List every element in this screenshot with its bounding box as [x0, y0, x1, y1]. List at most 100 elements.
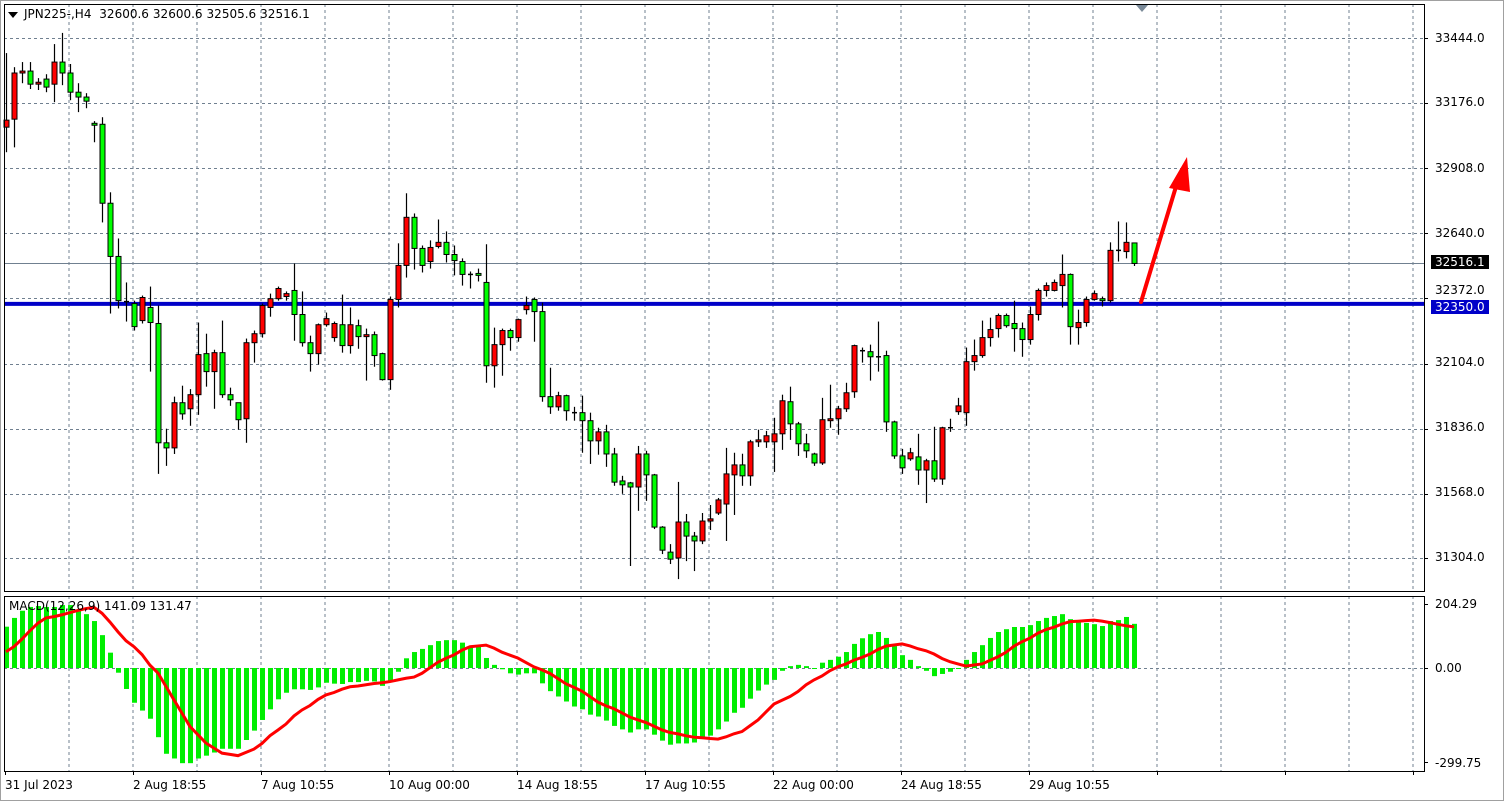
candle	[563, 394, 570, 421]
candle	[1051, 279, 1058, 292]
candle	[891, 420, 898, 459]
candle-body	[419, 247, 426, 266]
candle	[475, 268, 482, 282]
candle	[179, 385, 186, 420]
candle	[595, 427, 602, 455]
chart-header: JPN225-,H4 32600.6 32600.6 32505.6 32516.1	[8, 7, 314, 21]
macd-histogram-bar	[948, 668, 953, 672]
up-arrow-head-icon[interactable]	[1169, 157, 1190, 192]
macd-histogram-bar	[516, 668, 521, 675]
macd-histogram-bar	[828, 659, 833, 669]
dropdown-triangle-icon[interactable]	[8, 11, 18, 18]
macd-histogram-bar	[4, 626, 9, 669]
candle	[899, 448, 906, 474]
candle	[1027, 306, 1034, 345]
macd-histogram-bar	[84, 614, 89, 669]
candle	[35, 78, 42, 91]
macd-histogram-bar	[196, 668, 201, 759]
grid	[4, 4, 1428, 771]
candle	[19, 62, 26, 84]
candle-body	[1131, 242, 1138, 264]
candle	[259, 303, 266, 338]
macd-histogram-bar	[940, 668, 945, 674]
macd-histogram-bar	[172, 668, 177, 759]
macd-name: MACD(12,26,9)	[9, 599, 101, 613]
macd-histogram-bar	[812, 668, 817, 670]
macd-histogram-bar	[500, 668, 505, 670]
ohlc-high: 32600.6	[152, 7, 203, 21]
annotations[interactable]	[1136, 5, 1190, 304]
price-tick: 31568.0	[1435, 485, 1485, 499]
candle-body	[539, 311, 546, 398]
macd-histogram-bar	[972, 652, 977, 669]
candle	[572, 406, 577, 421]
candle-body	[851, 345, 858, 393]
candle	[1083, 296, 1090, 327]
candle-body	[91, 122, 98, 126]
macd-histogram-bar	[388, 668, 393, 682]
macd-histogram-bar	[732, 668, 737, 713]
macd-tick: 0.00	[1435, 661, 1462, 675]
candle	[955, 397, 962, 415]
candle-body	[595, 431, 602, 442]
candle-body	[739, 464, 746, 477]
price-tick: 32104.0	[1435, 355, 1485, 369]
candle	[1131, 242, 1138, 267]
macd-histogram-bar	[780, 668, 785, 671]
macd-histogram-bar	[660, 668, 665, 741]
candle-body	[1027, 314, 1034, 341]
candle	[379, 352, 386, 381]
macd-histogram-bar	[1124, 616, 1129, 669]
candle	[403, 193, 410, 278]
candle-body	[1019, 328, 1026, 341]
candle	[163, 428, 170, 466]
candle	[75, 83, 82, 113]
candle-body	[547, 396, 554, 408]
macd-histogram-bar	[668, 668, 673, 745]
macd-histogram-bar	[380, 668, 385, 686]
candle-body	[395, 264, 402, 300]
up-arrow-icon[interactable]	[1139, 178, 1180, 304]
macd-histogram-bar	[900, 655, 905, 669]
candle	[107, 192, 114, 314]
candle	[1035, 288, 1042, 321]
macd-histogram-bar	[1060, 614, 1065, 669]
candle-body	[491, 344, 498, 367]
time-tick: 31 Jul 2023	[5, 778, 73, 792]
macd-histogram-bar	[724, 668, 729, 722]
candle	[987, 317, 994, 347]
candle	[59, 32, 66, 86]
candle	[876, 321, 881, 372]
macd-histogram-bar	[204, 668, 209, 756]
candle	[251, 330, 258, 363]
candle-body	[843, 392, 850, 410]
candle	[139, 295, 146, 324]
macd-histogram-bar	[596, 668, 601, 717]
candle	[459, 258, 466, 286]
macd-histogram-bar	[300, 668, 305, 690]
macd-histogram-bar	[460, 642, 465, 669]
candle	[627, 481, 634, 566]
macd-histogram-bar	[548, 668, 553, 692]
macd-histogram-bar	[428, 645, 433, 669]
macd-histogram-bar	[332, 668, 337, 684]
candle-body	[1123, 241, 1130, 253]
candle-body	[891, 421, 898, 457]
macd-histogram-bar	[996, 632, 1001, 669]
macd-histogram-bar	[1036, 621, 1041, 669]
candle-body	[555, 395, 562, 408]
candle	[371, 331, 378, 367]
chart-shift-marker-icon	[1136, 5, 1148, 12]
macd-signal-line	[5, 605, 1135, 758]
candle-body	[987, 329, 994, 339]
candle	[339, 294, 346, 353]
macd-histogram-bar	[884, 637, 889, 669]
candle	[651, 473, 658, 530]
macd-histogram-bar	[1044, 617, 1049, 669]
macd-histogram-bar	[580, 668, 585, 710]
candle	[691, 531, 698, 572]
candle	[363, 328, 370, 381]
macd-histogram-bar	[284, 668, 289, 693]
candle	[948, 418, 953, 432]
